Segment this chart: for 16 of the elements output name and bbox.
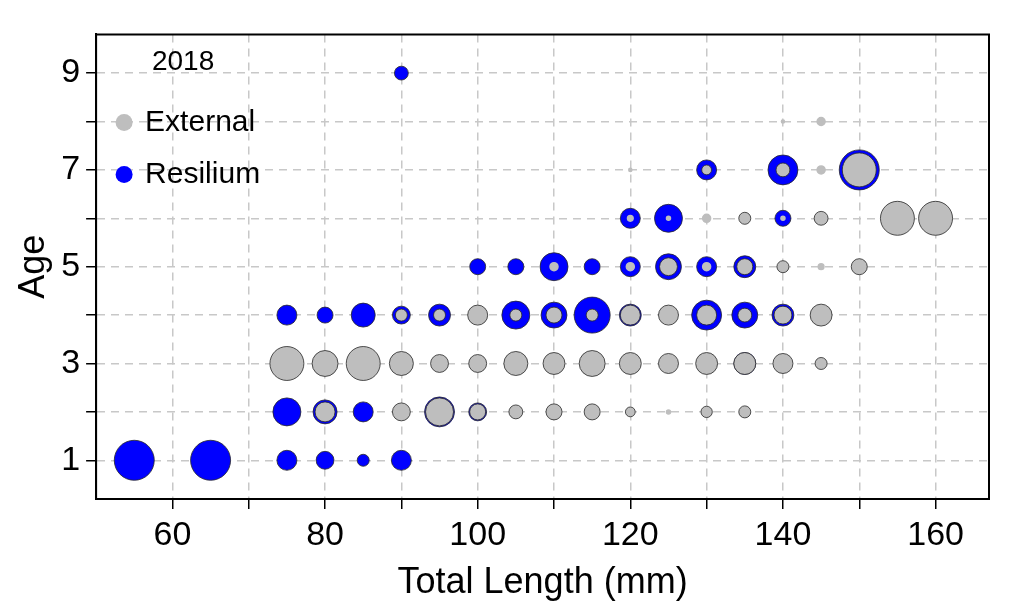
y-tick-label: 9 (61, 51, 81, 90)
legend-title: 2018 (151, 44, 215, 76)
x-tick-label: 120 (601, 513, 659, 552)
legend-label: Resilium (145, 155, 261, 189)
y-tick-label: 3 (61, 341, 81, 380)
y-tick-label: 5 (61, 245, 81, 284)
legend-label: External (145, 103, 256, 137)
y-tick-label: 1 (61, 438, 81, 477)
x-tick-label: 100 (449, 513, 507, 552)
x-axis-title: Total Length (mm) (397, 560, 688, 602)
y-axis-title: Age (10, 234, 52, 299)
x-tick-label: 160 (907, 513, 964, 552)
y-tick-label: 7 (61, 148, 81, 187)
x-tick-label: 80 (306, 513, 344, 552)
x-tick-label: 140 (754, 513, 812, 552)
x-tick-label: 60 (153, 513, 192, 552)
